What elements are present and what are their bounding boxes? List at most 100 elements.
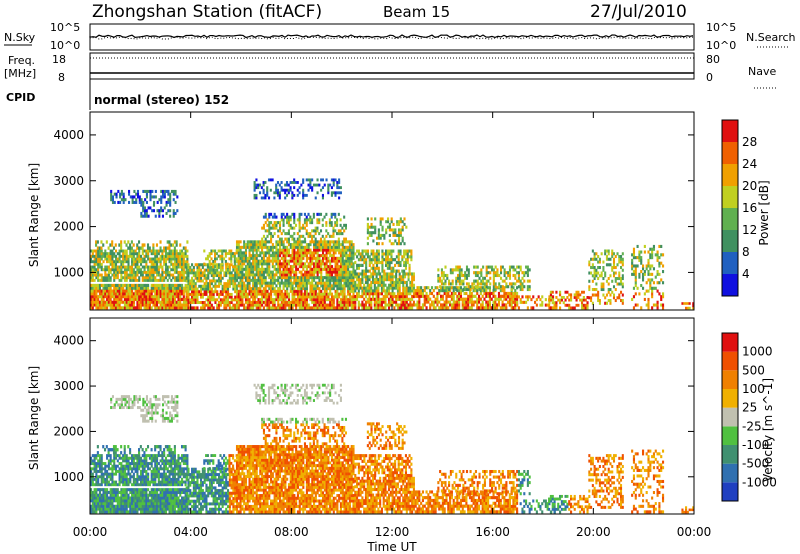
echo-cell (113, 192, 116, 196)
echo-cell (255, 273, 258, 277)
echo-cell (345, 295, 348, 299)
echo-cell (250, 289, 253, 293)
echo-cell (203, 282, 206, 286)
echo-cell (170, 292, 173, 296)
echo-cell (147, 286, 150, 290)
echo-cell (491, 265, 494, 269)
echo-cell (270, 232, 273, 236)
echo-cell (98, 265, 102, 269)
echo-cell (264, 278, 267, 282)
echo-cell (591, 288, 594, 292)
echo-cell (136, 273, 139, 277)
echo-cell (313, 248, 316, 252)
echo-cell (496, 273, 499, 278)
echo-cell (293, 212, 296, 216)
echo-cell (503, 286, 506, 290)
echo-cell (136, 289, 139, 293)
echo-cell (275, 248, 278, 252)
echo-cell (172, 300, 175, 304)
echo-cell (295, 262, 298, 266)
echo-cell (316, 218, 319, 222)
echo-cell (373, 272, 376, 276)
echo-cell (555, 301, 558, 305)
echo-cell (140, 203, 143, 207)
echo-cell (443, 306, 446, 310)
echo-cell (181, 289, 184, 293)
echo-cell (243, 276, 246, 280)
echo-cell (134, 265, 137, 269)
echo-cell (210, 292, 213, 296)
echo-cell (467, 287, 470, 292)
echo-cell (192, 298, 195, 302)
echo-cell (129, 297, 132, 301)
echo-cell (293, 186, 296, 190)
echo-cell (286, 248, 289, 252)
echo-cell (385, 255, 388, 259)
echo-cell (440, 273, 443, 278)
echo-cell (658, 244, 661, 249)
echo-cell (161, 283, 164, 287)
echo-cell (225, 282, 228, 286)
echo-cell (430, 286, 434, 290)
echo-cell (402, 303, 405, 307)
echo-cell (397, 233, 401, 237)
echo-cell (296, 188, 299, 192)
echo-cell (175, 289, 178, 293)
echo-cell (206, 265, 209, 269)
echo-cell (298, 270, 301, 274)
echo-cell (160, 209, 163, 213)
echo-cell (432, 294, 435, 298)
echo-cell (104, 276, 107, 280)
echo-cell (143, 295, 146, 299)
echo-cell (321, 267, 325, 271)
echo-cell (307, 303, 310, 307)
echo-cell (549, 298, 552, 302)
echo-cell (122, 300, 125, 304)
echo-cell (339, 243, 343, 247)
echo-cell (325, 221, 328, 225)
echo-cell (234, 306, 237, 310)
echo-cell (118, 252, 121, 256)
echo-cell (282, 281, 285, 285)
echo-cell (327, 298, 330, 302)
echo-cell (350, 248, 353, 252)
echo-cell (293, 259, 296, 263)
echo-cell (361, 300, 364, 304)
echo-cell (286, 262, 289, 266)
echo-cell (300, 278, 303, 282)
echo-cell (607, 299, 610, 303)
echo-cell (107, 297, 110, 301)
echo-cell (647, 306, 650, 310)
echo-cell (350, 265, 353, 269)
echo-cell (339, 289, 343, 293)
echo-cell (150, 262, 153, 266)
echo-cell (250, 248, 253, 252)
echo-cell (357, 283, 360, 287)
echo-cell (366, 278, 369, 282)
echo-cell (161, 249, 164, 253)
echo-cell (221, 284, 224, 288)
echo-cell (148, 260, 151, 264)
echo-cell (399, 228, 402, 232)
echo-cell (91, 292, 94, 296)
echo-cell (492, 306, 495, 310)
echo-cell (298, 289, 301, 293)
echo-cell (304, 254, 307, 258)
echo-cell (498, 282, 501, 286)
echo-cell (252, 254, 255, 258)
echo-cell (295, 284, 298, 288)
echo-cell (102, 268, 105, 272)
echo-cell (410, 255, 413, 259)
echo-cell (519, 279, 522, 283)
echo-cell (347, 254, 350, 258)
echo-cell (246, 276, 249, 280)
echo-cell (255, 289, 258, 293)
echo-cell (442, 273, 445, 278)
echo-cell (139, 268, 143, 272)
echo-cell (384, 303, 387, 307)
echo-cell (253, 273, 256, 277)
echo-cell (138, 260, 141, 264)
echo-cell (228, 276, 231, 280)
echo-cell (246, 295, 249, 299)
echo-cell (159, 292, 162, 296)
